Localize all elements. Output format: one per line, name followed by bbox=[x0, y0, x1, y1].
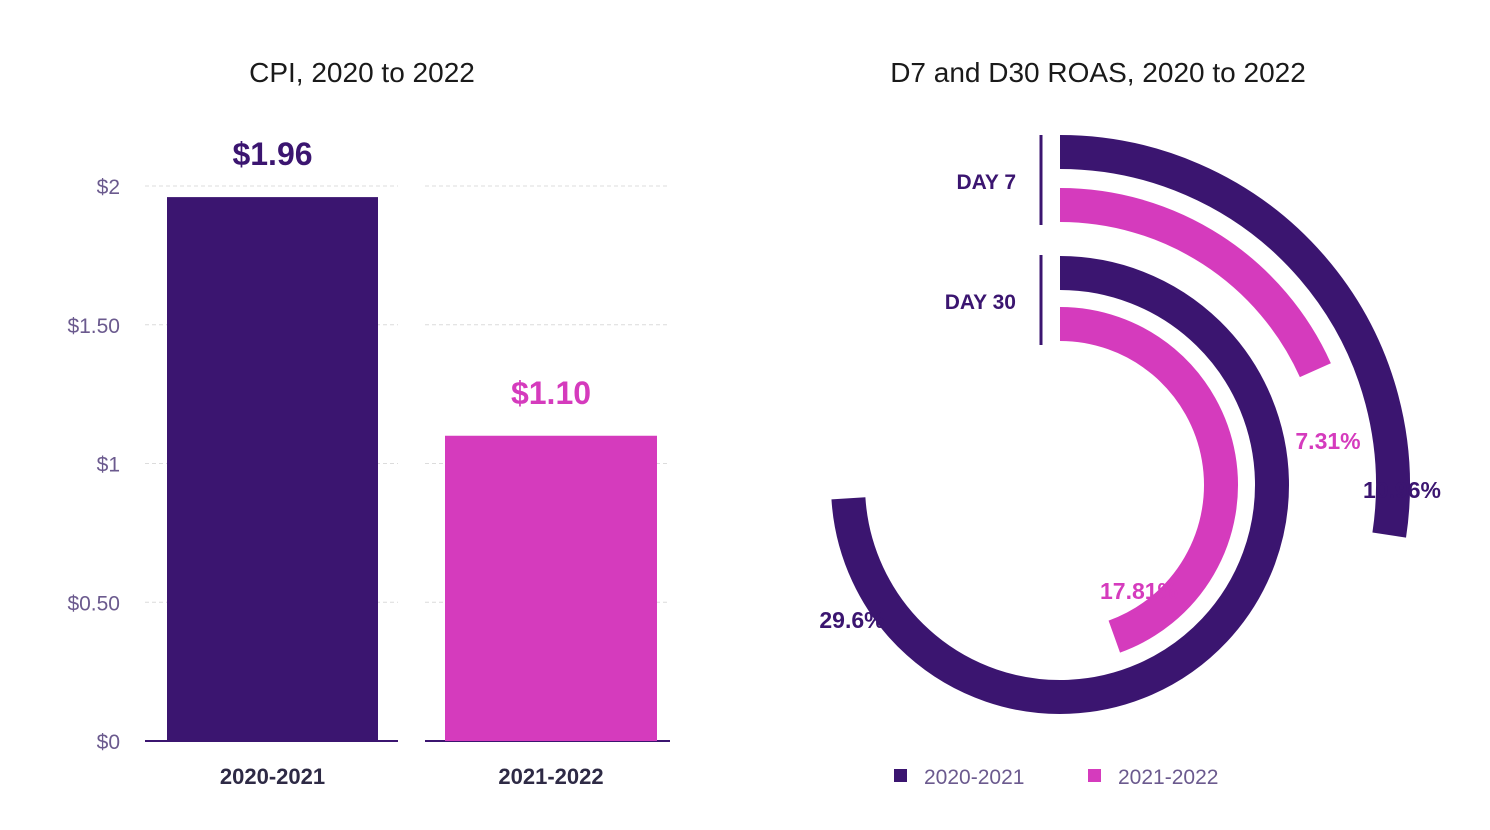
y-tick-label: $0.50 bbox=[67, 592, 120, 615]
legend-label: 2021-2022 bbox=[1118, 766, 1218, 789]
arc-value-label: 17.81% bbox=[1100, 578, 1178, 604]
arc-day30-2020-2021 bbox=[831, 256, 1289, 714]
cpi-bars bbox=[167, 197, 657, 742]
category-label: 2021-2022 bbox=[498, 764, 603, 789]
arc-value-label: 10.96% bbox=[1363, 477, 1441, 503]
y-tick-label: $1.50 bbox=[67, 315, 120, 338]
roas-value-labels: 10.96%7.31% 29.6% 17.81% bbox=[819, 428, 1441, 633]
cpi-y-axis-ticks: $0 $0.50 $1 $1.50 $2 bbox=[67, 176, 120, 754]
cpi-bar-chart: CPI, 2020 to 2022 $0 $0.50 $1 $1.50 $2 $1.96… bbox=[67, 57, 670, 789]
cpi-chart-title: CPI, 2020 to 2022 bbox=[249, 57, 475, 88]
arc-day7-2021-2022 bbox=[1059, 188, 1331, 378]
roas-radial-chart: D7 and D30 ROAS, 2020 to 2022 10.96%7.31… bbox=[819, 57, 1441, 789]
group-label: DAY 7 bbox=[956, 171, 1016, 194]
legend-label: 2020-2021 bbox=[924, 766, 1024, 789]
legend-swatch bbox=[1088, 769, 1101, 782]
roas-chart-title: D7 and D30 ROAS, 2020 to 2022 bbox=[890, 57, 1306, 88]
y-tick-label: $1 bbox=[97, 454, 120, 477]
arc-value-label: 7.31% bbox=[1295, 428, 1360, 454]
cpi-value-labels: $1.96 $1.10 bbox=[232, 136, 591, 411]
bar-2021-2022 bbox=[445, 435, 657, 741]
roas-legend: 2020-2021 2021-2022 bbox=[894, 766, 1218, 789]
arc-value-label: 29.6% bbox=[819, 607, 884, 633]
cpi-category-labels: 2020-2021 2021-2022 bbox=[220, 764, 604, 789]
bar-value-label: $1.96 bbox=[232, 136, 312, 172]
group-label: DAY 30 bbox=[945, 291, 1016, 314]
bar-2020-2021 bbox=[167, 197, 378, 742]
y-tick-label: $0 bbox=[97, 731, 120, 754]
legend-swatch bbox=[894, 769, 907, 782]
bar-value-label: $1.10 bbox=[511, 375, 591, 411]
arc-day7-2020-2021 bbox=[1059, 135, 1410, 538]
roas-group-labels: DAY 7 DAY 30 bbox=[945, 135, 1043, 345]
roas-arcs bbox=[831, 135, 1410, 714]
arc-day30-2021-2022 bbox=[1059, 307, 1238, 653]
y-tick-label: $2 bbox=[97, 176, 120, 199]
category-label: 2020-2021 bbox=[220, 764, 325, 789]
